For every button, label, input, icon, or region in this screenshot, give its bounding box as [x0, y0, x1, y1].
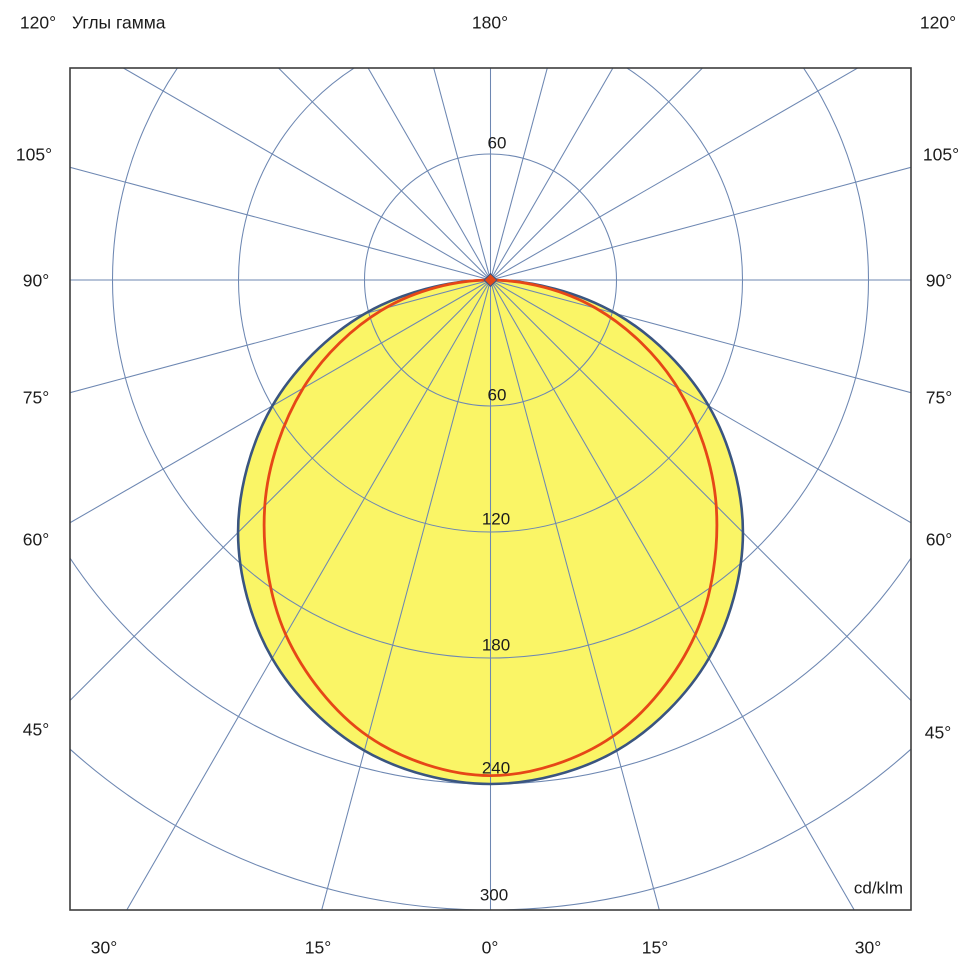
radial-gridline [490, 279, 911, 394]
ring-tick-label: 60 [487, 385, 507, 405]
gamma-label: 90° [925, 270, 953, 291]
blue-intensity-curve [236, 278, 745, 786]
gamma-label: 30° [90, 937, 118, 958]
radial-gridline [489, 68, 548, 281]
gamma-label: 75° [22, 387, 50, 408]
radial-gridline [70, 279, 491, 702]
gamma-label: 60° [925, 529, 953, 550]
ring-tick-label: 120 [481, 509, 511, 529]
radial-gridline [277, 68, 491, 281]
radial-gridline [490, 68, 614, 281]
ring-tick-label: 180 [481, 635, 511, 655]
plot-frame [69, 67, 912, 911]
gamma-label: 180° [471, 12, 509, 33]
radial-gridline [126, 279, 491, 910]
radial-gridline [490, 68, 859, 281]
gamma-label: 105° [15, 144, 53, 165]
gamma-label: 120° [919, 12, 957, 33]
pole-marker [483, 272, 498, 288]
gamma-label: 90° [22, 270, 50, 291]
radial-gridline [70, 166, 491, 281]
unit-label: cd/klm [853, 878, 903, 898]
radial-gridline [122, 68, 491, 281]
gamma-label: 15° [304, 937, 332, 958]
radial-gridline [489, 279, 660, 910]
page-title: Углы гамма [72, 12, 166, 33]
ring-tick-label: 240 [481, 758, 511, 778]
ring-tick-label: 60 [487, 133, 507, 153]
gamma-label: 45° [22, 719, 50, 740]
gamma-label: 105° [922, 144, 960, 165]
gamma-label: 15° [641, 937, 669, 958]
radial-gridline [490, 68, 704, 281]
gamma-label: 120° [19, 12, 57, 33]
radial-gridline [321, 279, 492, 910]
radial-gridline [490, 279, 855, 910]
radial-gridline [490, 166, 911, 281]
radial-gridline [367, 68, 491, 281]
gamma-label: 0° [481, 937, 499, 958]
radial-gridline [70, 279, 491, 394]
red-intensity-curve [262, 278, 719, 778]
gamma-label: 30° [854, 937, 882, 958]
gamma-label: 75° [925, 387, 953, 408]
gamma-label: 60° [22, 529, 50, 550]
gamma-label: 45° [924, 722, 952, 743]
radial-gridline [433, 68, 492, 281]
radial-gridline [490, 279, 911, 702]
ring-tick-label: 300 [479, 885, 509, 905]
